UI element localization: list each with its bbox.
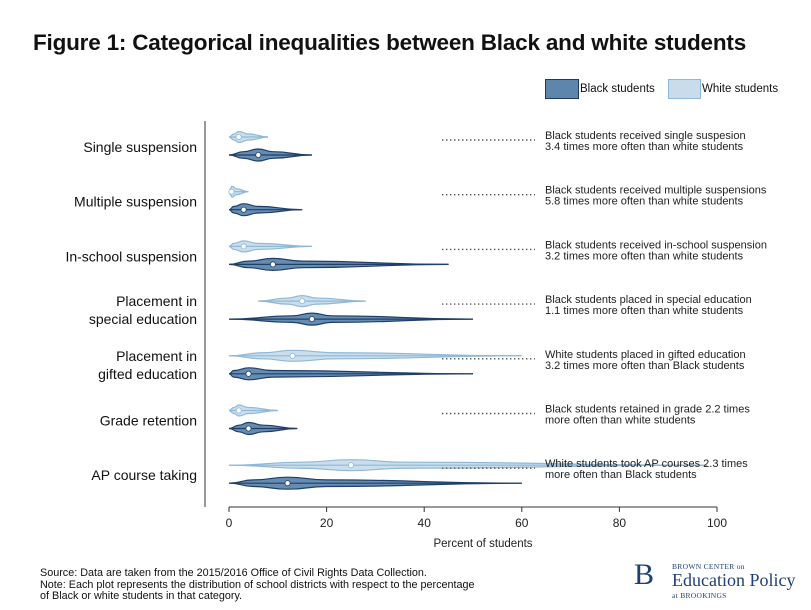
white-1-median-dot (228, 188, 235, 195)
annotation-text: White students placed in gifted educatio… (545, 349, 746, 361)
annotation-text: more often than Black students (545, 469, 697, 481)
annotation-text: Black students retained in grade 2.2 tim… (545, 404, 750, 416)
legend-swatch-white (668, 79, 701, 99)
legend-swatch-black (545, 79, 579, 99)
category-label: Placement in (116, 348, 197, 364)
legend-label-black: Black students (580, 83, 655, 95)
category-label: gifted education (98, 366, 197, 382)
x-tick-label: 0 (226, 516, 233, 530)
annotation-text: 1.1 times more often than white students (545, 305, 744, 317)
annotation-text: 5.8 times more often than white students (545, 196, 744, 208)
black-4-median-dot (245, 370, 252, 377)
x-axis-label: Percent of students (433, 538, 532, 550)
annotation-text: more often than white students (545, 415, 696, 427)
annotation-text: Black students received multiple suspens… (545, 185, 767, 197)
category-label: special education (89, 311, 197, 327)
category-label: AP course taking (91, 467, 197, 483)
logo-main-text: Education Policy (672, 570, 796, 590)
black-1-median-dot (240, 206, 247, 213)
white-2-median-dot (240, 243, 247, 250)
annotation-text: Black students placed in special educati… (545, 294, 752, 306)
white-0-median-dot (235, 133, 242, 140)
category-label: Grade retention (100, 413, 197, 429)
category-label: Single suspension (83, 139, 197, 155)
black-6-median-dot (284, 480, 291, 487)
source-line-1: Source: Data are taken from the 2015/201… (40, 567, 427, 579)
black-3-median-dot (308, 316, 315, 323)
source-line-3: of Black or white students in that categ… (40, 590, 243, 602)
annotation-text: 3.2 times more often than white students (545, 250, 744, 262)
logo-top-text: BROWN CENTER on (672, 562, 745, 571)
white-6-median-dot (347, 462, 354, 469)
annotation-text: Black students received in-school suspen… (545, 239, 767, 251)
x-tick-label: 80 (613, 516, 627, 530)
category-label: Multiple suspension (74, 194, 197, 210)
x-tick-label: 60 (515, 516, 529, 530)
white-3-median-dot (299, 298, 306, 305)
x-tick-label: 100 (707, 516, 727, 530)
white-5-median-dot (235, 407, 242, 414)
annotation-text: Black students received single suspesion (545, 130, 746, 142)
category-label: In-school suspension (65, 248, 197, 264)
source-note: Source: Data are taken from the 2015/201… (40, 567, 475, 603)
logo-bottom-text: at BROOKINGS (672, 591, 727, 600)
white-4-median-dot (289, 352, 296, 359)
source-line-2: Note: Each plot represents the distribut… (40, 578, 475, 591)
black-0-median-dot (255, 151, 262, 158)
annotation-text: White students took AP courses 2.3 times (545, 458, 748, 470)
x-tick-label: 40 (418, 516, 432, 530)
category-label: Placement in (116, 293, 197, 309)
annotation-text: 3.4 times more often than white students (545, 141, 744, 153)
legend-label-white: White students (702, 83, 779, 95)
chart-title: Figure 1: Categorical inequalities betwe… (33, 30, 747, 55)
logo-letter: B (634, 558, 655, 591)
annotation-text: 3.2 times more often than Black students (545, 360, 745, 372)
black-5-median-dot (245, 425, 252, 432)
black-2-median-dot (269, 261, 276, 268)
x-tick-label: 20 (320, 516, 334, 530)
